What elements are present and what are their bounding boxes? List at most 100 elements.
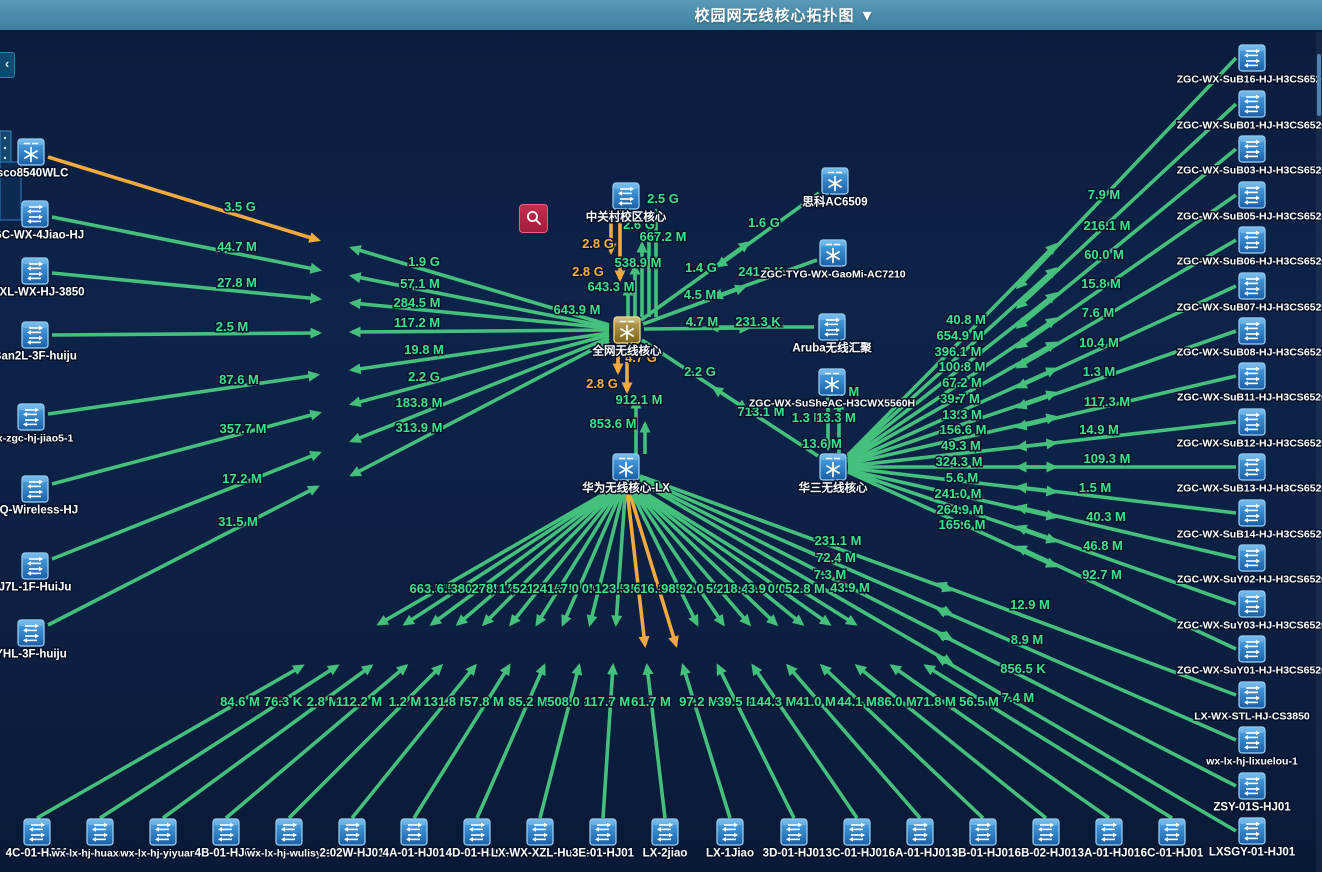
bandwidth-label: 521.2 M <box>513 581 560 596</box>
node-sub14[interactable]: ZGC-WX-SuB14-HJ-H3CS6520 <box>1175 499 1322 542</box>
node-sub07[interactable]: ZGC-WX-SuB07-HJ-H3CS6520 <box>1175 272 1322 315</box>
bandwidth-label: 7.3 M <box>814 567 847 582</box>
node-cisco-ac6509[interactable]: 思科AC6509 <box>801 167 869 210</box>
link-arrow <box>854 664 1048 820</box>
bandwidth-label: 56.5 M <box>959 694 999 709</box>
link-arrow <box>47 370 321 416</box>
bandwidth-label: 165.6 M <box>939 517 986 532</box>
node-b2-02w-hj01[interactable]: 2-02W-HJ01 <box>318 818 387 861</box>
node-zgc-campus-core[interactable]: 中关村校区核心 <box>584 182 668 225</box>
bandwidth-label: 241.0 M <box>935 486 982 501</box>
node-j7l-1f-huiju[interactable]: J7L-1F-HuiJu <box>0 552 73 595</box>
node-lx-2jiao[interactable]: LX-2jiao <box>641 818 689 861</box>
node-suy02[interactable]: ZGC-WX-SuY02-HJ-H3CS6520 <box>1176 544 1322 587</box>
bandwidth-label: 86.0 M <box>877 694 917 709</box>
bandwidth-label: 41.0 M <box>796 694 836 709</box>
link-arrow <box>51 271 323 304</box>
node-b4c-01-hj01[interactable]: 4C-01-HJ01 <box>4 818 70 861</box>
search-button[interactable] <box>519 204 548 233</box>
bandwidth-label: 156.6 M <box>940 422 987 437</box>
node-huawei-wireless-core-lx[interactable]: 华为无线核心-LX <box>581 453 672 496</box>
node-wx-lx-hj-yiyuan-1[interactable]: wx-lx-hj-yiyuan-1 <box>118 818 207 861</box>
link-arrow <box>1015 238 1237 369</box>
node-b4b-01-hj01[interactable]: 4B-01-HJ01 <box>193 818 259 861</box>
node-yhl-3f-huiju[interactable]: YHL-3F-huiju <box>0 619 68 662</box>
node-all-wireless-core[interactable]: 全网无线核心 <box>590 316 663 359</box>
link-arrow <box>51 215 323 274</box>
node-yq-wireless-hj[interactable]: YQ-Wireless-HJ <box>0 475 80 518</box>
node-h3c-wireless-core[interactable]: 华三无线核心 <box>797 453 869 496</box>
bandwidth-label: 85.2 M <box>508 694 548 709</box>
link-arrow <box>475 663 546 819</box>
node-b4d-01-hj01[interactable]: 4D-01-HJ01 <box>444 818 510 861</box>
node-b3c-01-hj01[interactable]: 3C-01-HJ01 <box>824 818 890 861</box>
link-arrow <box>47 155 321 243</box>
node-zsy-01s-hj01[interactable]: ZSY-01S-HJ01 <box>1212 772 1293 815</box>
bandwidth-label: 27.8 M <box>217 275 257 290</box>
node-b6b-02-hj01[interactable]: 6B-02-HJ01 <box>1013 818 1079 861</box>
node-lx-wx-xzl-huiju[interactable]: LX-WX-XZL-HuiJu <box>489 818 591 861</box>
bandwidth-label: 61.7 M <box>631 694 671 709</box>
node-label: YQ-Wireless-HJ <box>0 505 78 517</box>
chevron-left-icon: ‹ <box>4 56 10 71</box>
link-arrow <box>1015 374 1237 431</box>
bandwidth-label: 264.9 M <box>937 502 984 517</box>
scrollbar-thumb[interactable] <box>1317 54 1321 116</box>
node-zgc-wx-susheac[interactable]: ZGC-WX-SuSheAC-H3CWX5560H <box>747 368 917 411</box>
node-sub01[interactable]: ZGC-WX-SuB01-HJ-H3CS6520 <box>1175 90 1322 133</box>
bandwidth-label: 123.5 M <box>595 581 642 596</box>
node-suy01[interactable]: ZGC-WX-SuY01-HJ-H3CS6520 <box>1176 635 1322 678</box>
topology-title[interactable]: 校园网无线核心拓扑图 ▼ <box>694 7 876 25</box>
node-label: wx-zgc-hj-jiao5-1 <box>0 433 73 445</box>
node-b6a-01-hj01[interactable]: 6A-01-HJ01 <box>887 818 953 861</box>
node-sub12[interactable]: ZGC-WX-SuB12-HJ-H3CS6520 <box>1175 408 1322 451</box>
node-suy03[interactable]: ZGC-WX-SuY03-HJ-H3CS6520 <box>1176 590 1322 633</box>
node-aruba-wireless-agg[interactable]: Aruba无线汇聚 <box>791 313 874 356</box>
node-wx-zgc-hj-jiao5-1[interactable]: wx-zgc-hj-jiao5-1 <box>0 403 75 446</box>
node-wx-lx-hj-huaxuesyx[interactable]: wx-lx-hj-huaxuesyx <box>49 818 150 861</box>
node-b3e-01-hj01[interactable]: 3E-01-HJ01 <box>570 818 636 861</box>
header-bar: 校园网无线核心拓扑图 ▼ <box>0 0 1322 30</box>
bandwidth-label: 1.3 M <box>792 410 825 425</box>
node-label: 6C-01-HJ01 <box>1141 848 1204 860</box>
node-b6c-01-hj01[interactable]: 6C-01-HJ01 <box>1139 818 1205 861</box>
node-lxsgy-01-hj01[interactable]: LXSGY-01-HJ01 <box>1207 817 1297 860</box>
node-sub06[interactable]: ZGC-WX-SuB06-HJ-H3CS6520 <box>1175 226 1322 269</box>
node-sub08[interactable]: ZGC-WX-SuB08-HJ-H3CS6520 <box>1175 317 1322 360</box>
link-arrow <box>624 479 751 627</box>
node-sub05[interactable]: ZGC-WX-SuB05-HJ-H3CS6520 <box>1175 181 1322 224</box>
node-lx-wx-stl[interactable]: LX-WX-STL-HJ-CS3850 <box>1193 681 1311 724</box>
link-arrow <box>611 480 628 628</box>
node-b3d-01-hj01[interactable]: 3D-01-HJ01 <box>761 818 827 861</box>
link-arrow <box>509 479 628 627</box>
node-b3a-01-hj01[interactable]: 3A-01-HJ01 <box>1076 818 1142 861</box>
node-sub03[interactable]: ZGC-WX-SuB03-HJ-H3CS6520 <box>1175 135 1322 178</box>
node-zgc-wx-4jiao-hj[interactable]: ZGC-WX-4Jiao-HJ <box>0 200 86 243</box>
node-b4a-01-hj01[interactable]: 4A-01-HJ01 <box>381 818 447 861</box>
node-cisco8540wlc[interactable]: isco8540WLC <box>0 138 70 181</box>
link-arrow <box>625 479 858 626</box>
node-sub16[interactable]: ZGC-WX-SuB16-HJ-H3CS6520 <box>1175 44 1322 87</box>
node-xjxl-wx-hj-3850[interactable]: XJXL-WX-HJ-3850 <box>0 257 86 300</box>
link-arrow <box>481 479 628 627</box>
bandwidth-label: 231.3 K <box>735 314 781 329</box>
node-label: ZGC-WX-SuB01-HJ-H3CS6520 <box>1177 120 1322 132</box>
node-ban2l-3f-huiju[interactable]: Ban2L-3F-huiju <box>0 321 78 364</box>
collapse-panel-button[interactable]: ‹ <box>0 52 15 78</box>
bandwidth-label: 7.4 M <box>1002 690 1035 705</box>
bandwidth-label: 853.6 M <box>590 416 637 431</box>
node-sub11[interactable]: ZGC-WX-SuB11-HJ-H3CS6520 <box>1176 362 1322 405</box>
node-label: ZGC-WX-SuB06-HJ-H3CS6520 <box>1177 256 1322 268</box>
bandwidth-label: 92.7 M <box>1082 567 1122 582</box>
link-arrow <box>402 479 627 626</box>
panel-dot <box>3 146 7 150</box>
node-sub13[interactable]: ZGC-WX-SuB13-HJ-H3CS6520 <box>1175 453 1322 496</box>
node-label: ZGC-WX-SuY02-HJ-H3CS6520 <box>1177 574 1322 586</box>
node-wx-lx-hj-lixuelou-1[interactable]: wx-lx-hj-lixuelou-1 <box>1204 726 1299 769</box>
node-zgc-tyg-wx-gaomi-ac7210[interactable]: ZGC-TYG-WX-GaoMi-AC7210 <box>759 239 907 282</box>
node-b3b-01-hj01[interactable]: 3B-01-HJ01 <box>950 818 1016 861</box>
node-wx-lx-hj-wulisy-1[interactable]: wx-lx-hj-wulisy-1 <box>244 818 333 861</box>
node-lx-1jiao[interactable]: LX-1Jiao <box>705 818 755 861</box>
bandwidth-label: 183.8 M <box>396 395 443 410</box>
bandwidth-label: 2.8 G <box>572 264 604 279</box>
